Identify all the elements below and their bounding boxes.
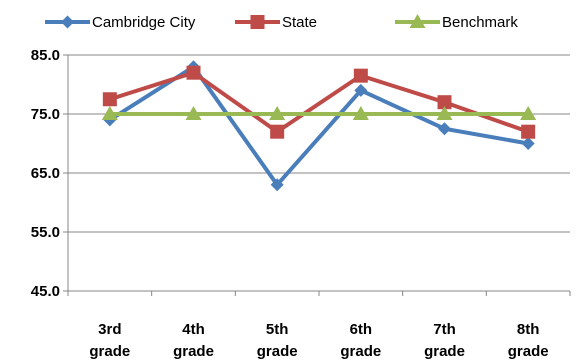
x-tick-label: 4th grade <box>173 321 214 360</box>
data-point <box>438 122 451 136</box>
legend-marker <box>61 15 74 29</box>
x-tick-label: 8th grade <box>508 321 549 360</box>
y-tick-label: 45.0 <box>31 283 60 300</box>
data-point <box>269 106 286 120</box>
legend-label: Cambridge City <box>92 14 196 31</box>
legend: Cambridge City State Benchmark <box>45 14 518 31</box>
data-point <box>353 68 368 83</box>
data-point <box>436 106 453 120</box>
data-point <box>521 124 536 139</box>
data-point <box>352 106 369 120</box>
data-point <box>102 92 117 107</box>
legend-marker <box>250 15 265 29</box>
x-tick-label: 6th grade <box>340 321 381 360</box>
data-point <box>185 106 202 120</box>
legend-item: Benchmark <box>395 14 518 31</box>
x-tick-label: 3rd grade <box>89 321 130 360</box>
legend-item: State <box>235 14 317 31</box>
axes <box>63 54 571 296</box>
series-line <box>109 70 529 134</box>
legend-label: Benchmark <box>442 14 518 31</box>
y-tick-label: 55.0 <box>31 224 60 241</box>
series-line <box>108 64 529 187</box>
data-point <box>270 178 284 192</box>
legend-label: State <box>282 14 317 31</box>
legend-item: Cambridge City <box>45 14 196 31</box>
y-axis-tick-labels: 45.0 55.0 65.0 75.0 85.0 <box>31 47 60 300</box>
data-point <box>186 65 201 80</box>
data-point <box>437 95 452 110</box>
series-benchmark <box>101 106 537 120</box>
x-tick-label: 7th grade <box>424 321 465 360</box>
y-tick-label: 75.0 <box>31 106 60 123</box>
plot-series <box>101 60 537 192</box>
series-state <box>102 65 536 139</box>
y-tick-label: 85.0 <box>31 47 60 64</box>
data-point <box>270 124 285 139</box>
gridlines <box>68 54 570 233</box>
data-point <box>354 83 368 97</box>
data-point <box>101 106 118 120</box>
x-tick-label: 5th grade <box>257 321 298 360</box>
data-point <box>520 106 537 120</box>
legend-marker <box>409 14 426 28</box>
x-axis-tick-labels: 3rd grade 4th grade 5th grade 6th grade 7th grade… <box>89 321 548 360</box>
y-tick-label: 65.0 <box>31 165 60 182</box>
data-point <box>521 137 535 150</box>
